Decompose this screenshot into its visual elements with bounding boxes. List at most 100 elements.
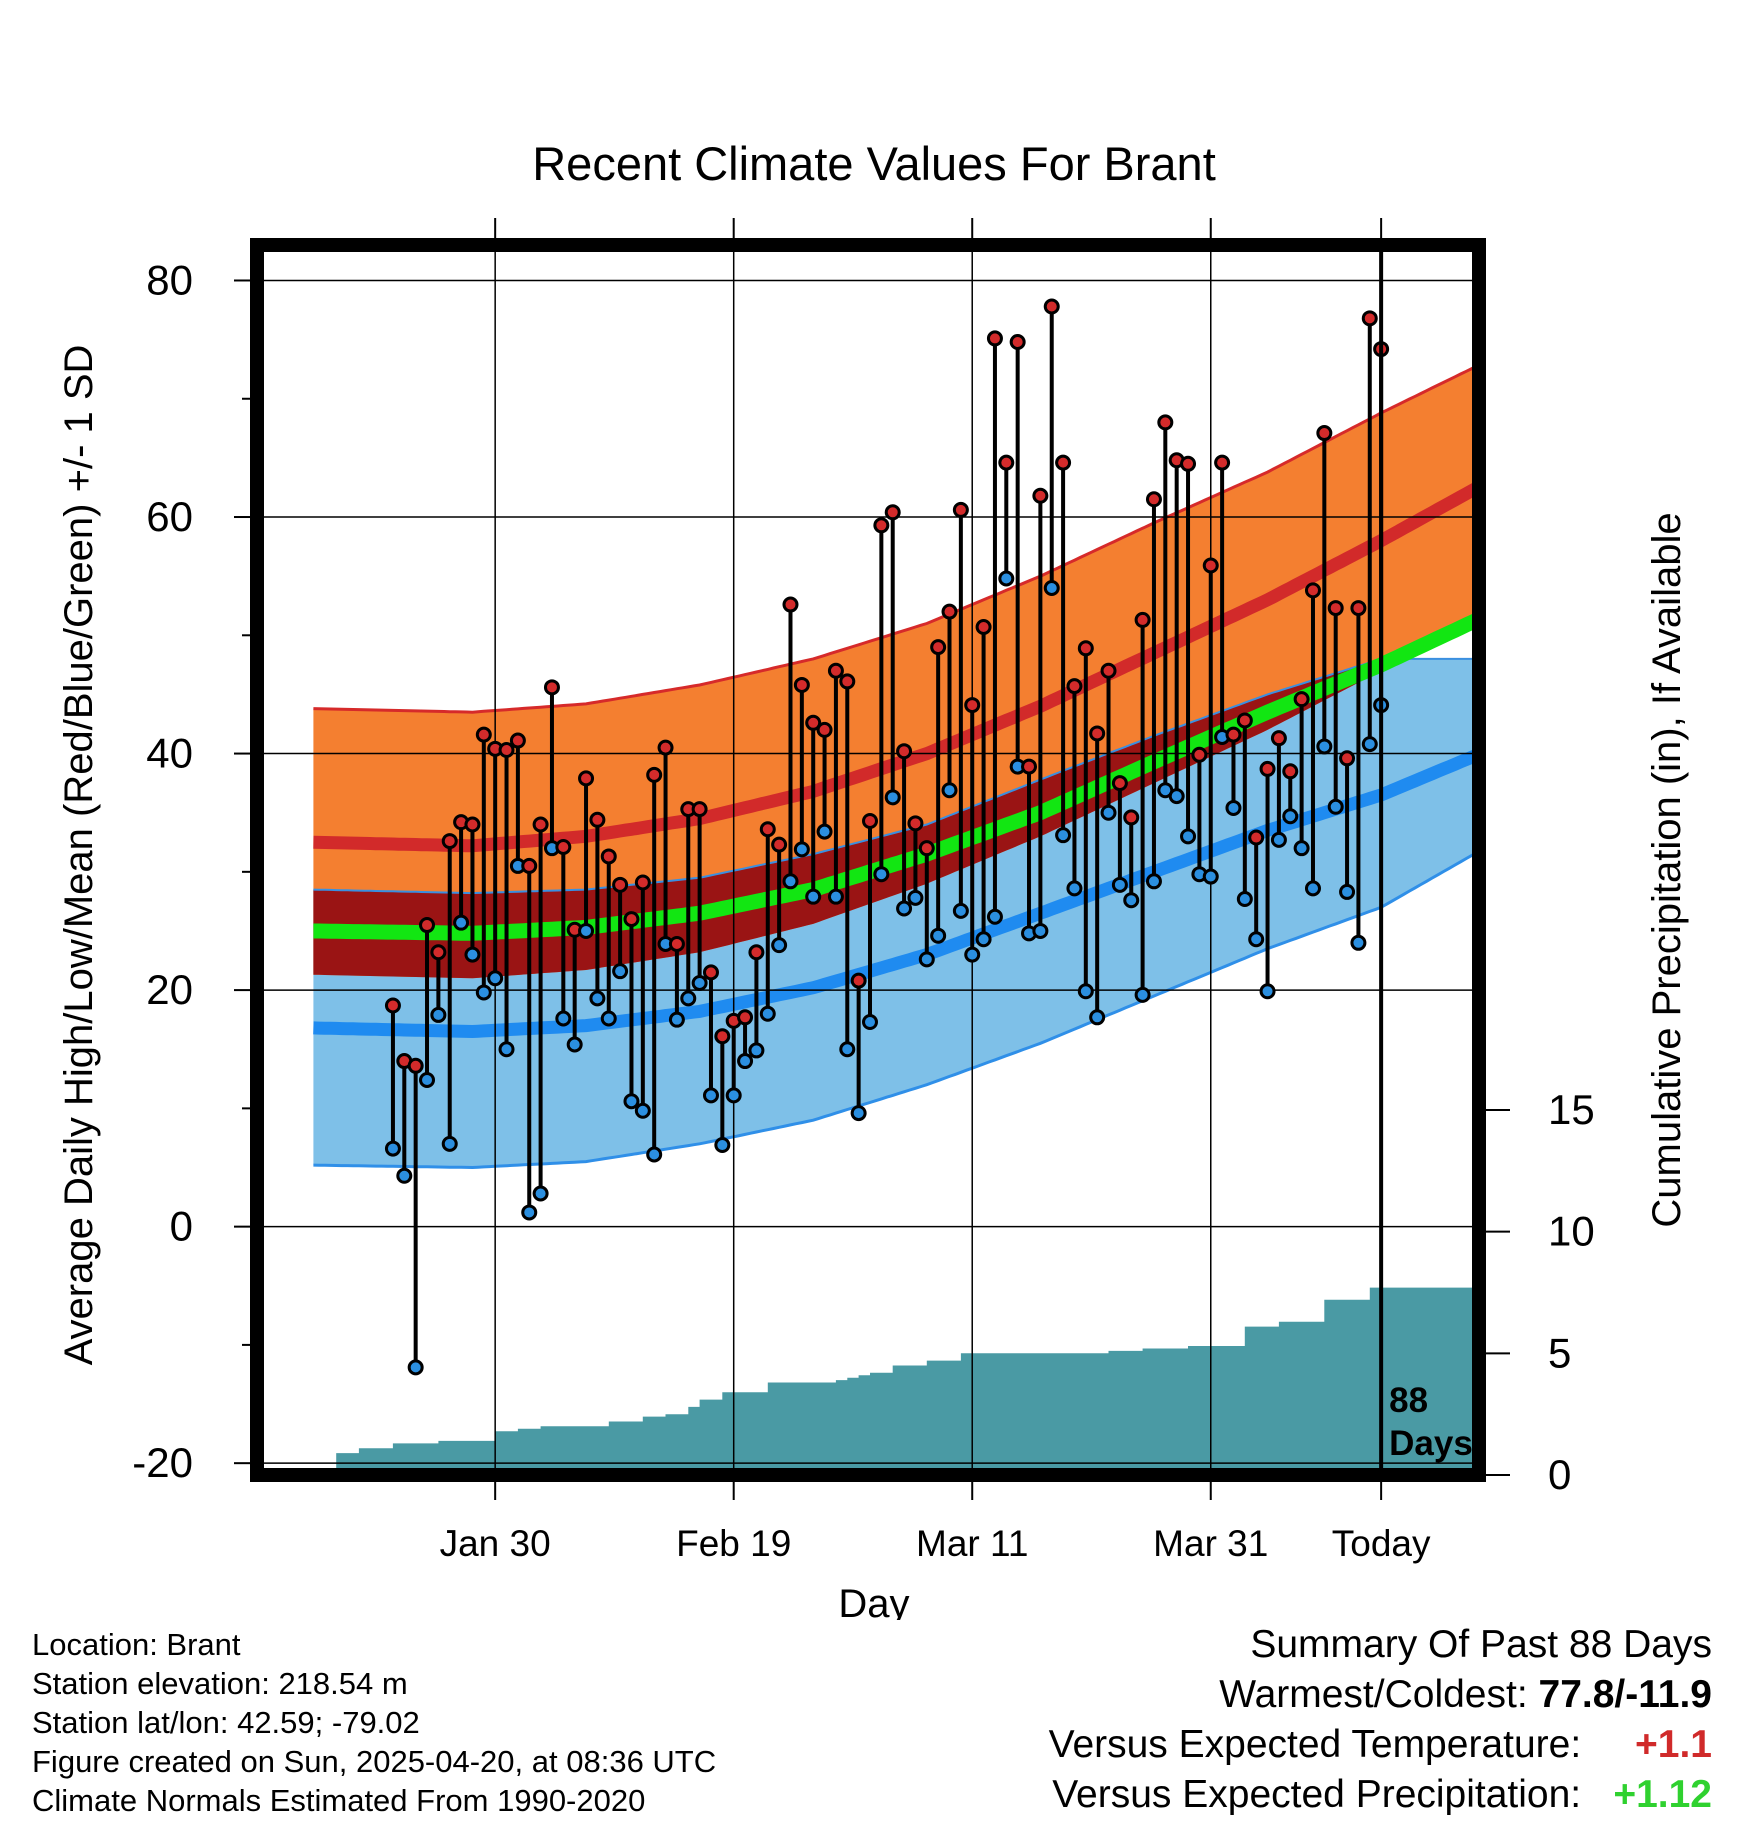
figure-created: Figure created on Sun, 2025-04-20, at 08… [32,1744,717,1779]
station-latlon: Station lat/lon: 42.59; -79.02 [32,1705,420,1740]
low-point [589,990,606,1007]
high-point [1089,725,1106,742]
low-point [521,1204,538,1221]
low-point [498,1041,515,1058]
low-point [475,984,492,1001]
x-tick-label: Feb 19 [676,1523,791,1564]
high-point [1123,809,1140,826]
low-point [1236,891,1253,908]
high-point [1077,640,1094,657]
high-point [555,838,572,855]
high-point [1316,425,1333,442]
high-point [1282,763,1299,780]
low-point [1032,922,1049,939]
low-point [1134,986,1151,1003]
low-point [578,922,595,939]
high-point [634,874,651,891]
high-point [1043,298,1060,315]
high-point [1009,333,1026,350]
high-point [1214,454,1231,471]
high-point [782,596,799,613]
low-point [771,937,788,954]
low-point [396,1167,413,1184]
temperature-anomaly-row: Versus Expected Temperature: +1.1 [1049,1720,1712,1770]
low-point [441,1135,458,1152]
y2-tick-label: 0 [1548,1451,1571,1498]
high-point [646,766,663,783]
low-point [725,1087,742,1104]
low-point [1270,831,1287,848]
y2-axis-label: Cumulative Precipitation (in), If Availa… [1645,512,1689,1227]
warmest-coldest-label: Warmest/Coldest: [1219,1673,1528,1716]
low-point [1361,736,1378,753]
low-point [702,1087,719,1104]
chart-title: Recent Climate Values For Brant [532,137,1216,190]
low-point [907,889,924,906]
high-point [1304,582,1321,599]
low-point [737,1053,754,1070]
low-point [646,1146,663,1163]
high-point [873,517,890,534]
low-point [600,1010,617,1027]
precipitation-anomaly-value: +1.12 [1613,1773,1712,1816]
low-point [419,1071,436,1088]
station-location: Location: Brant [32,1627,241,1662]
low-point [1225,799,1242,816]
low-point [782,873,799,890]
high-point [1293,691,1310,708]
low-point [1259,983,1276,1000]
station-info: Location: Brant Station elevation: 218.5… [32,1625,716,1820]
high-point [1361,310,1378,327]
low-point [918,951,935,968]
low-point [612,963,629,980]
high-point [1225,726,1242,743]
high-point [600,848,617,865]
y2-tick-label: 10 [1548,1208,1595,1255]
high-point [1270,730,1287,747]
low-point [805,888,822,905]
y2-tick-label: 15 [1548,1086,1595,1133]
low-point [839,1041,856,1058]
low-point [555,1010,572,1027]
low-point [1100,804,1117,821]
high-point [384,997,401,1014]
low-point [1089,1009,1106,1026]
plot-layers [257,245,1479,1475]
high-point [1055,454,1072,471]
y-tick-label: 20 [146,966,193,1013]
high-point [657,739,674,756]
high-point [464,816,481,833]
low-point [952,902,969,919]
high-point [975,619,992,636]
high-point [918,840,935,857]
plot-frame [250,238,1486,1482]
high-point [737,1009,754,1026]
low-point [850,1105,867,1122]
high-point [521,857,538,874]
warmest-coldest-value: 77.8/-11.9 [1538,1673,1712,1716]
low-point [1043,579,1060,596]
high-point [419,917,436,934]
overlap-band [313,619,1479,979]
low-point [884,789,901,806]
plot-area: 88 Days Jan 30 Feb 19 Mar 11 Mar 31 Today -20 0 2… [132,218,1595,1564]
y-tick-label: -20 [132,1439,193,1486]
today-days-count: 88 [1389,1381,1428,1420]
low-point [634,1102,651,1119]
high-point [430,944,447,961]
high-point [475,726,492,743]
high-point [771,836,788,853]
high-upper-edge [313,363,1479,714]
low-point [1293,840,1310,857]
high-point [839,673,856,690]
low-point [930,927,947,944]
low-point [964,946,981,963]
high-point [702,964,719,981]
low-point [1304,880,1321,897]
high-point [1259,760,1276,777]
high-point [941,603,958,620]
high-point [441,833,458,850]
high-point [1202,557,1219,574]
y-tick-label: 60 [146,493,193,540]
low-point [1282,808,1299,825]
